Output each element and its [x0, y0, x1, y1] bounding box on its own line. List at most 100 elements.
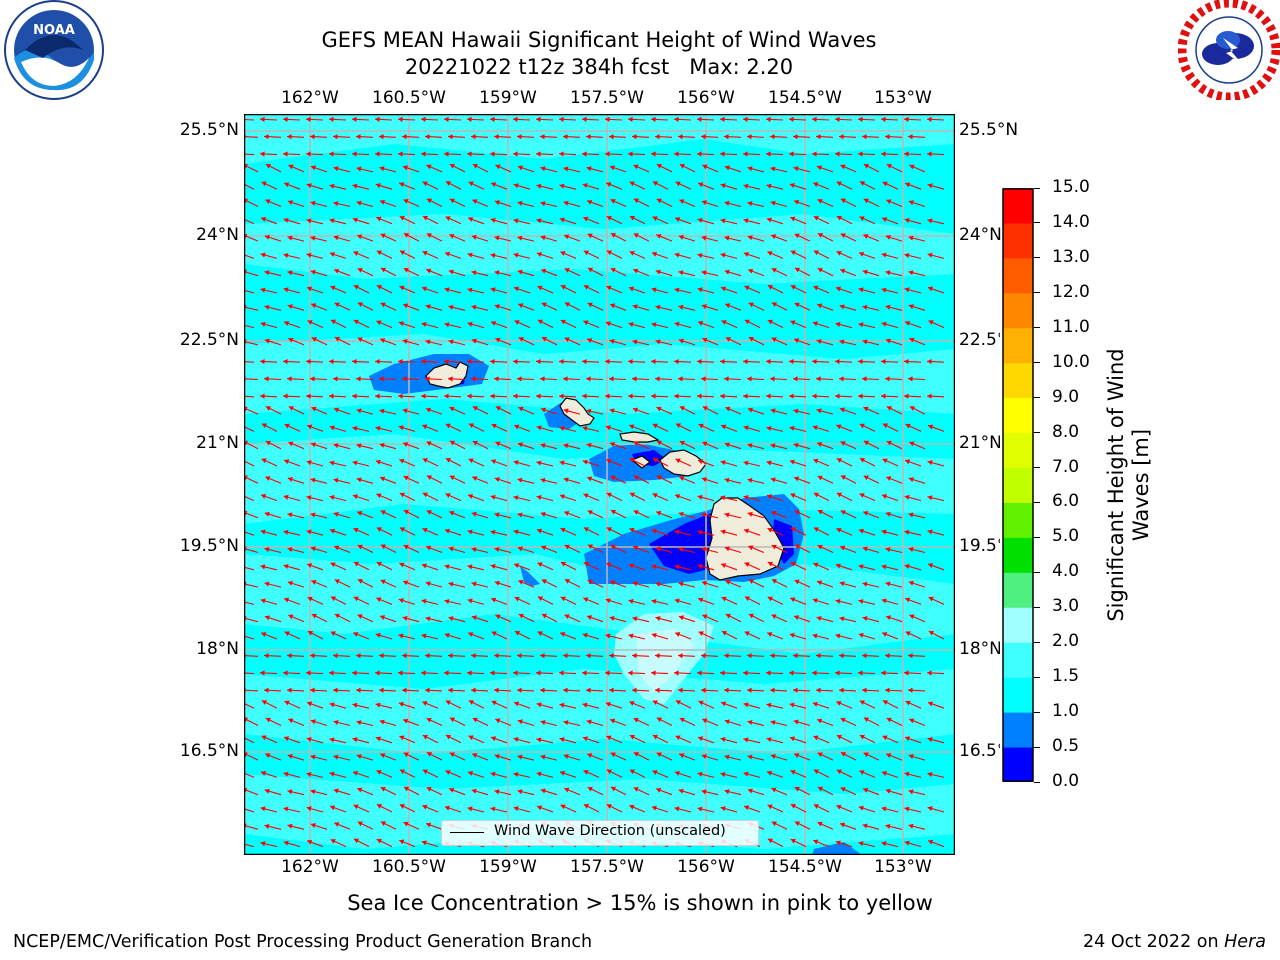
wave-direction-arrow [908, 200, 926, 208]
wave-direction-arrow [790, 216, 807, 225]
wave-direction-arrow [792, 376, 811, 382]
wave-direction-arrow [656, 163, 673, 173]
wave-direction-arrow [816, 303, 834, 311]
wave-direction-arrow [448, 510, 466, 519]
wave-direction-arrow [306, 806, 324, 813]
wind-wave-direction-arrows [244, 116, 945, 848]
wave-direction-arrow [260, 632, 278, 640]
wave-direction-arrow [540, 443, 558, 450]
wave-direction-arrow [357, 267, 374, 277]
wave-direction-arrow [817, 267, 834, 277]
colorbar-tick [1034, 571, 1040, 573]
wave-direction-arrow [815, 653, 834, 659]
wave-direction-arrow [472, 717, 489, 726]
wave-direction-arrow [351, 358, 370, 365]
wave-direction-arrow [771, 337, 788, 346]
wave-direction-arrow [356, 408, 374, 415]
wave-direction-arrow [420, 151, 439, 157]
wave-direction-arrow [629, 424, 646, 432]
wave-direction-arrow [287, 200, 305, 208]
colorbar-tick-label: 5.0 [1052, 526, 1080, 547]
wave-direction-arrow [517, 200, 535, 208]
island-hawaii [705, 497, 785, 581]
colorbar-segment [1003, 397, 1033, 434]
colorbar-tick-label: 9.0 [1052, 386, 1080, 407]
wave-direction-arrow [656, 406, 673, 415]
wave-direction-arrow [908, 546, 926, 554]
longitude-label: 160.5°W [372, 857, 446, 877]
wave-direction-arrow [518, 579, 535, 588]
wave-direction-arrow [540, 268, 558, 277]
wave-direction-arrow [836, 458, 853, 467]
island-kauai [425, 361, 469, 389]
wave-direction-arrow [401, 687, 420, 693]
wave-direction-arrow [702, 406, 719, 415]
wave-direction-arrow [701, 512, 719, 519]
wave-direction-arrow [885, 615, 903, 623]
wave-direction-arrow [471, 338, 489, 346]
wave-direction-arrow [491, 423, 508, 432]
longitude-label: 153°W [874, 88, 932, 108]
wave-direction-arrow [790, 838, 807, 848]
wave-direction-arrow [471, 547, 489, 554]
wave-direction-arrow [724, 269, 742, 277]
wave-direction-arrow [610, 199, 627, 208]
wave-direction-arrow [629, 492, 646, 502]
wave-direction-arrow [678, 581, 696, 588]
wave-direction-arrow [244, 531, 255, 536]
wave-direction-arrow [838, 376, 857, 382]
wave-direction-arrow [793, 615, 811, 623]
wave-direction-arrow [610, 752, 627, 761]
wave-direction-arrow [629, 734, 646, 744]
wave-direction-arrow [608, 653, 627, 659]
wave-direction-arrow [928, 596, 945, 605]
wave-direction-arrow [352, 425, 370, 432]
wave-direction-arrow [767, 838, 784, 848]
wave-direction-arrow [329, 218, 347, 225]
wave-direction-arrow [494, 512, 512, 519]
wave-direction-arrow [697, 287, 715, 294]
wave-direction-arrow [559, 183, 577, 190]
wave-direction-arrow [674, 632, 692, 640]
wave-direction-arrow [466, 670, 485, 676]
wave-direction-arrow [263, 653, 282, 659]
wave-direction-arrow [264, 753, 282, 761]
wave-direction-arrow [765, 116, 784, 122]
wave-direction-arrow [836, 734, 853, 744]
wave-direction-arrow [244, 361, 255, 363]
wave-direction-arrow [495, 614, 512, 623]
wave-direction-arrow [650, 670, 669, 676]
wave-direction-arrow [678, 511, 696, 519]
wave-direction-arrow [306, 839, 324, 848]
wave-direction-arrow [540, 235, 558, 242]
wave-direction-arrow [743, 805, 761, 813]
wave-direction-arrow [424, 653, 443, 659]
wave-direction-arrow [472, 476, 489, 484]
wave-direction-arrow [633, 198, 650, 207]
wave-direction-arrow [679, 199, 696, 208]
wave-direction-arrow [628, 321, 646, 329]
wave-direction-arrow [886, 199, 903, 208]
wave-direction-arrow [725, 613, 742, 623]
wave-direction-arrow [330, 631, 347, 640]
wave-direction-arrow [586, 615, 604, 623]
wave-direction-arrow [629, 181, 646, 190]
wave-direction-arrow [652, 493, 669, 502]
wave-direction-arrow [813, 839, 830, 848]
colorbar-tick [1034, 187, 1040, 189]
wave-direction-arrow [927, 218, 945, 225]
wave-direction-arrow [725, 579, 742, 588]
wave-direction-arrow [261, 700, 278, 709]
wave-direction-arrow [839, 407, 857, 415]
wave-direction-arrow [881, 806, 899, 813]
wave-direction-arrow [287, 477, 305, 484]
wave-direction-arrow [288, 614, 305, 623]
wave-direction-arrow [858, 632, 876, 640]
wave-direction-arrow [333, 754, 351, 761]
wave-direction-arrow [909, 718, 926, 727]
wave-direction-arrow [490, 253, 508, 259]
wave-direction-arrow [857, 151, 876, 157]
wave-direction-arrow [859, 423, 876, 432]
wave-direction-arrow [885, 547, 903, 554]
wave-direction-arrow [467, 287, 485, 294]
